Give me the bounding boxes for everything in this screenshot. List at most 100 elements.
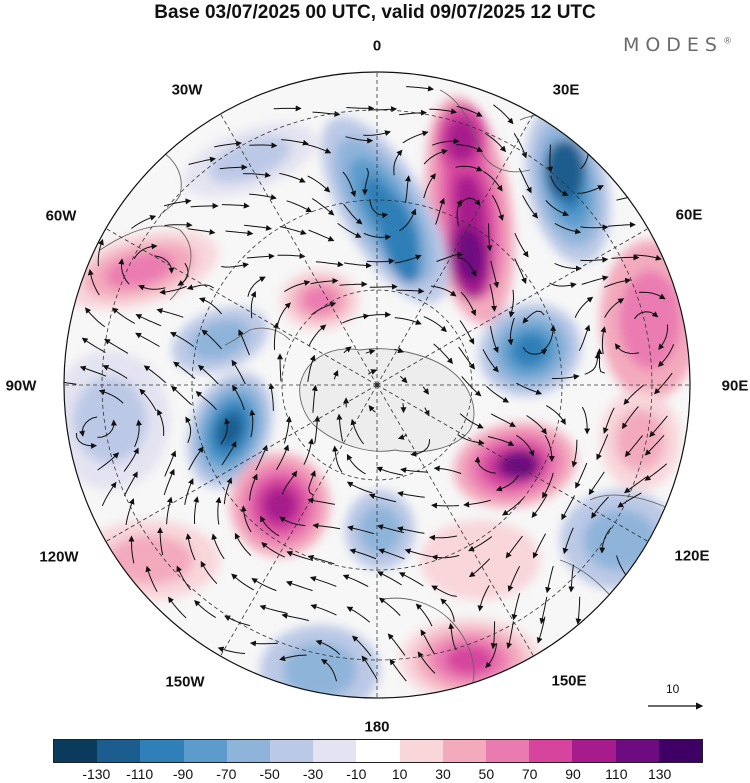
meridian-line: [376, 384, 534, 657]
streamline-arrow: [197, 364, 219, 385]
streamline-arrow: [378, 548, 405, 560]
streamline-arrow: [429, 534, 457, 541]
streamline-arrow: [614, 343, 640, 355]
streamline-arrow: [458, 346, 475, 370]
streamline-arrow: [482, 349, 499, 373]
streamline-arrow: [244, 224, 272, 231]
lon-label-90w: 90W: [5, 377, 37, 395]
streamline-arrow: [79, 416, 98, 437]
streamline-arrow: [526, 415, 547, 435]
colorbar-segment: [226, 740, 271, 762]
streamline-arrow: [634, 311, 659, 320]
streamline-arrow: [343, 203, 363, 225]
streamline-arrow: [604, 277, 632, 288]
colorbar-tick-label: -50: [259, 766, 280, 782]
streamline-arrow: [393, 149, 403, 176]
lon-label-150w: 150W: [165, 673, 205, 691]
map-disc: [64, 72, 690, 698]
colorbar-tick-label: -130: [82, 766, 111, 782]
streamline-arrow: [420, 629, 435, 654]
streamline-arrow: [522, 347, 548, 355]
streamline-arrow: [346, 606, 371, 623]
reference-vector-label: 10: [666, 682, 680, 696]
streamline-arrow: [163, 198, 192, 207]
streamline-arrow: [456, 144, 484, 152]
colorbar-segment: [442, 740, 487, 762]
streamline-arrow: [84, 307, 106, 328]
streamline-arrow: [154, 255, 175, 274]
colorbar: [53, 739, 703, 763]
streamline-arrow: [542, 472, 554, 499]
streamline-arrow: [461, 376, 482, 397]
streamline-arrow: [574, 296, 594, 318]
streamline-arrow: [279, 226, 307, 236]
streamline-arrow: [345, 136, 374, 144]
streamline-arrow: [455, 165, 483, 172]
streamline-arrow: [311, 301, 337, 316]
streamline-arrow: [399, 208, 417, 232]
streamline-arrow: [554, 262, 582, 272]
streamline-arrow: [607, 221, 636, 228]
lon-label-150e: 150E: [551, 672, 587, 690]
streamline-arrow: [143, 365, 167, 384]
streamline-arrow: [531, 494, 548, 519]
colorbar-segment: [140, 740, 184, 762]
streamline-arrow: [277, 252, 306, 259]
streamline-arrow: [308, 229, 335, 242]
colorbar-segment: [486, 740, 530, 762]
colorbar-tick-label: 110: [605, 766, 628, 782]
streamline-arrow: [400, 467, 429, 474]
streamline-arrow: [436, 251, 464, 262]
streamline-arrow: [377, 571, 402, 586]
streamline-arrow: [223, 477, 233, 505]
colorbar-segment: [183, 740, 227, 762]
streamline-arrow: [649, 415, 668, 438]
streamline-arrow: [617, 492, 642, 508]
streamline-arrow: [342, 574, 369, 588]
streamline-arrow: [368, 493, 397, 503]
streamline-arrow: [554, 222, 582, 235]
anomaly-contour: [615, 409, 665, 471]
streamline-arrow: [188, 446, 204, 471]
streamline-arrow: [430, 285, 457, 297]
streamline-arrow: [621, 406, 639, 430]
streamline-arrow: [490, 260, 500, 289]
lon-label-60w: 60W: [45, 207, 77, 225]
streamline-arrow: [429, 108, 458, 115]
streamline-arrow: [308, 470, 316, 496]
streamline-arrow: [584, 352, 601, 375]
map-border: [63, 71, 691, 699]
streamline-arrow: [311, 384, 318, 413]
streamline-arrow: [544, 435, 555, 463]
streamline-arrow: [551, 373, 580, 380]
streamline-arrow: [545, 405, 566, 425]
streamline-arrow: [259, 604, 287, 614]
meridian-line: [105, 384, 378, 542]
anomaly-contour: [302, 286, 338, 314]
streamline-arrow: [190, 202, 219, 209]
anomaly-contour: [500, 450, 540, 480]
anomaly-contour: [583, 509, 657, 571]
streamline-arrow: [423, 148, 448, 165]
streamline-arrow: [128, 535, 135, 564]
streamline-arrow: [581, 406, 591, 435]
streamline-arrow: [366, 258, 395, 265]
streamline-arrow: [75, 432, 97, 449]
streamline-arrow: [315, 639, 341, 655]
streamline-arrow: [363, 130, 391, 137]
streamline-arrow: [98, 389, 124, 404]
streamline-arrow: [173, 361, 196, 380]
registered-mark: ®: [723, 36, 732, 47]
streamline-arrow: [399, 109, 427, 116]
streamline-arrow: [309, 576, 337, 587]
streamline-arrow: [231, 359, 246, 385]
colorbar-tick-label: 30: [435, 766, 451, 782]
streamline-arrow: [490, 621, 497, 650]
streamline-arrow: [581, 275, 609, 285]
streamline-arrow: [423, 173, 436, 199]
streamline-arrow: [131, 215, 157, 229]
colorbar-segment: [572, 740, 616, 762]
streamline-arrow: [187, 228, 216, 235]
anomaly-contour: [420, 520, 540, 600]
colorbar-segment: [54, 740, 98, 762]
